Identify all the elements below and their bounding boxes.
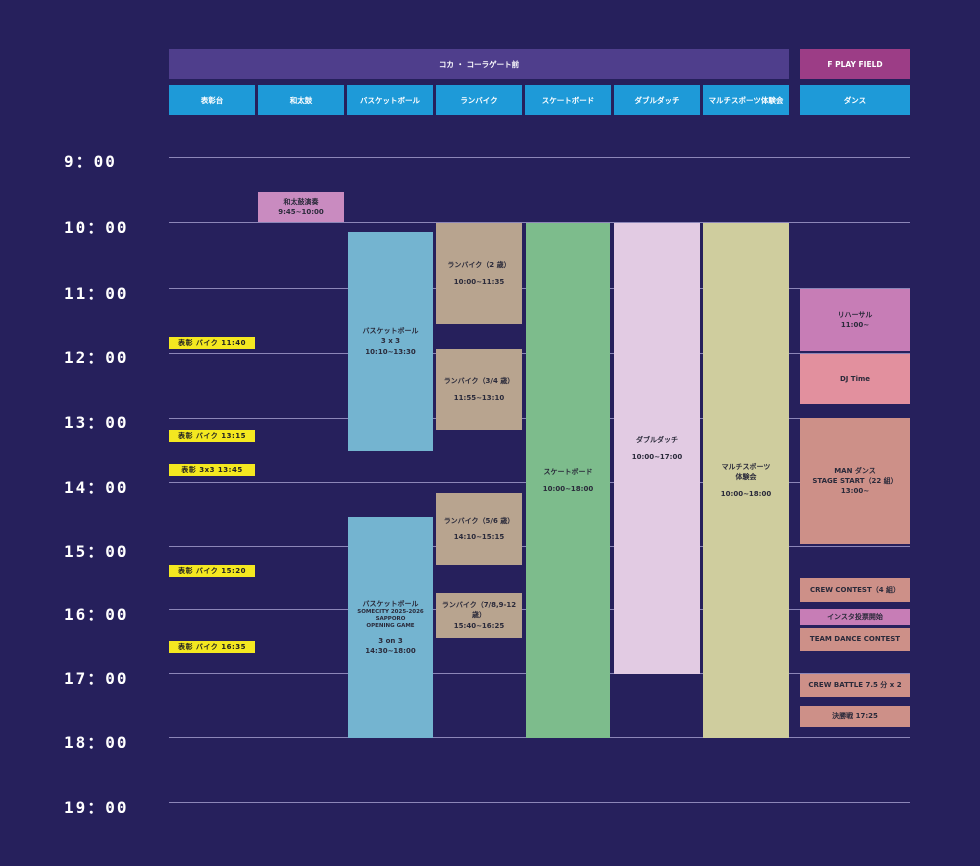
time-label-1800: 18：00 [64, 733, 129, 752]
event-time: 13:00~ [840, 487, 870, 496]
dance-final-block: 決勝戦 17:25 [800, 706, 910, 727]
skateboard-block: スケートボード 10:00~18:00 [526, 223, 610, 738]
event-format: 3 on 3 [378, 636, 403, 645]
time-label-0900: 9：00 [64, 152, 117, 171]
time-label-1000: 10：00 [64, 218, 129, 237]
venue-label: F PLAY FIELD [827, 59, 883, 69]
award-tag: 表彰 バイク 15:20 [169, 565, 255, 577]
time-label-1500: 15：00 [64, 542, 129, 561]
event-time: 9:45~10:00 [278, 208, 324, 216]
award-tag: 表彰 バイク 16:35 [169, 641, 255, 653]
event-title: マルチスポーツ 体験会 [721, 463, 771, 482]
time-label-1900: 19：00 [64, 798, 129, 817]
column-header-multisport: マルチスポーツ体験会 [703, 85, 789, 115]
event-title: 決勝戦 17:25 [832, 712, 878, 721]
event-title: DJ Time [839, 374, 871, 383]
dance-stage-block: MAN ダンス STAGE START（22 組） 13:00~ [800, 418, 910, 544]
event-time: 10:10~13:30 [365, 347, 416, 356]
time-label-1100: 11：00 [64, 284, 129, 303]
dance-rehearsal-block: リハーサル 11:00~ [800, 289, 910, 351]
doubledutch-block: ダブルダッチ 10:00~17:00 [614, 223, 700, 674]
column-header-taiko: 和太鼓 [258, 85, 344, 115]
event-title: バスケットボール [362, 327, 419, 336]
column-header-runbike: ランバイク [436, 85, 522, 115]
event-time: 11:55~13:10 [453, 393, 505, 402]
dance-team-contest-block: TEAM DANCE CONTEST [800, 628, 910, 651]
event-title: ダブルダッチ [636, 436, 678, 445]
event-title: CREW BATTLE 7.5 分 x 2 [808, 681, 902, 690]
time-label-1200: 12：00 [64, 348, 129, 367]
gridline [169, 157, 910, 158]
event-time: 10:00~18:00 [720, 489, 772, 498]
event-time: 15:40~16:25 [453, 621, 505, 630]
gridline [169, 222, 910, 223]
column-label: 表彰台 [200, 95, 224, 105]
venue-header-coca-cola: コカ ・ コーラゲート前 [169, 49, 789, 79]
column-label: ランバイク [460, 95, 498, 105]
gridline [169, 802, 910, 803]
time-label-1400: 14：00 [64, 478, 129, 497]
event-time: 14:30~18:00 [365, 646, 416, 655]
event-title: ランバイク（3/4 歳） [443, 377, 515, 386]
event-title: リハーサル [837, 310, 873, 319]
event-title: スケートボード [543, 468, 593, 477]
column-label: スケートボード [541, 95, 595, 105]
event-title: CREW CONTEST（4 組） [809, 585, 901, 594]
dance-crew-battle-block: CREW BATTLE 7.5 分 x 2 [800, 674, 910, 697]
event-title: ランバイク（7/8,9-12 歳） [441, 601, 517, 620]
runbike-block: ランバイク（3/4 歳） 11:55~13:10 [436, 349, 522, 430]
runbike-block: ランバイク（5/6 歳） 14:10~15:15 [436, 493, 522, 565]
dance-crew-contest-block: CREW CONTEST（4 組） [800, 578, 910, 602]
dance-insta-vote-block: インスタ投票開始 [800, 609, 910, 625]
event-title: ランバイク（2 歳） [447, 261, 511, 270]
dance-dj-block: DJ Time [800, 354, 910, 404]
event-sub: SOMECITY 2025-2026 SAPPORO OPENING GAME [357, 609, 424, 629]
venue-header-play-field: F PLAY FIELD [800, 49, 910, 79]
award-tag: 表彰 バイク 13:15 [169, 430, 255, 442]
event-time: 11:00~ [840, 321, 870, 329]
taiko-event-block: 和太鼓演奏 9:45~10:00 [258, 192, 344, 222]
event-title: 和太鼓演奏 [283, 197, 319, 206]
event-time: 14:10~15:15 [453, 533, 505, 541]
event-time: 10:00~17:00 [631, 452, 683, 461]
event-title: バスケットボール [362, 599, 419, 608]
column-label: マルチスポーツ体験会 [708, 95, 784, 105]
event-title: MAN ダンス [834, 466, 876, 475]
column-header-doubledutch: ダブルダッチ [614, 85, 700, 115]
time-label-1600: 16：00 [64, 605, 129, 624]
runbike-block: ランバイク（2 歳） 10:00~11:35 [436, 223, 522, 324]
event-time: 10:00~18:00 [542, 484, 594, 493]
column-label: ダンス [843, 95, 867, 105]
award-tag: 表彰 バイク 11:40 [169, 337, 255, 349]
event-title: ランバイク（5/6 歳） [443, 516, 515, 525]
multisport-block: マルチスポーツ 体験会 10:00~18:00 [703, 223, 789, 738]
event-sub: STAGE START（22 組） [812, 476, 898, 485]
event-sub: 3 x 3 [380, 337, 401, 346]
event-title: TEAM DANCE CONTEST [809, 635, 901, 644]
runbike-block: ランバイク（7/8,9-12 歳） 15:40~16:25 [436, 593, 522, 638]
column-label: バスケットボール [360, 95, 420, 105]
column-header-award: 表彰台 [169, 85, 255, 115]
column-header-skateboard: スケートボード [525, 85, 611, 115]
event-title: インスタ投票開始 [827, 612, 883, 621]
basketball-3x3-block: バスケットボール 3 x 3 10:10~13:30 [348, 232, 433, 451]
column-header-dance: ダンス [800, 85, 910, 115]
column-label: 和太鼓 [289, 95, 313, 105]
award-tag: 表彰 3x3 13:45 [169, 464, 255, 476]
column-label: ダブルダッチ [634, 95, 680, 105]
venue-label: コカ ・ コーラゲート前 [438, 59, 520, 69]
time-label-1700: 17：00 [64, 669, 129, 688]
column-header-basketball: バスケットボール [347, 85, 433, 115]
time-label-1300: 13：00 [64, 413, 129, 432]
basketball-3on3-block: バスケットボール SOMECITY 2025-2026 SAPPORO OPEN… [348, 517, 433, 738]
event-time: 10:00~11:35 [453, 277, 505, 286]
